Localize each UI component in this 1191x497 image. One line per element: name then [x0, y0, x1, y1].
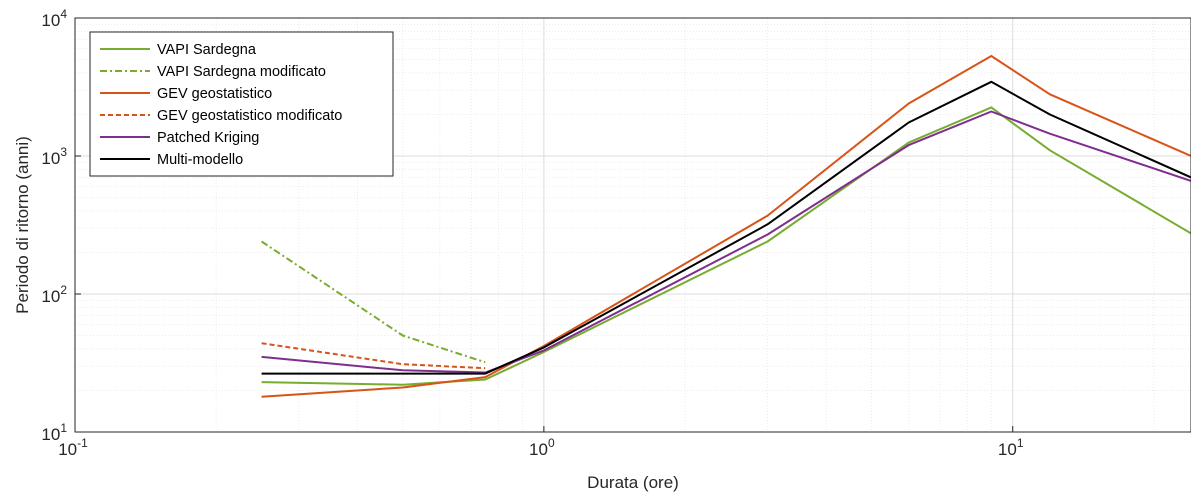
legend-label: GEV geostatistico — [157, 86, 272, 102]
series-group — [261, 55, 1191, 398]
x-axis-label: Durata (ore) — [587, 473, 679, 492]
legend: VAPI Sardegna VAPI Sardegna modificato GEV… — [89, 31, 394, 177]
series-line-2 — [261, 240, 486, 364]
legend-label: VAPI Sardegna modificato — [157, 64, 326, 80]
x-tick-label: 101 — [998, 436, 1024, 459]
series-line-1 — [261, 106, 1191, 386]
series-line-4 — [261, 342, 486, 370]
legend-label: GEV geostatistico modificato — [157, 108, 342, 124]
y-tick-label: 102 — [41, 283, 67, 306]
tick-labels: 10-1 100 101 101 102 103 104 — [41, 7, 1023, 459]
series-line-5 — [261, 110, 1191, 374]
axes-box — [74, 17, 1191, 433]
legend-label: Patched Kriging — [157, 130, 259, 146]
y-tick-label: 103 — [41, 145, 67, 168]
x-tick-label: 100 — [529, 436, 555, 459]
legend-label: VAPI Sardegna — [157, 42, 257, 58]
legend-label: Multi-modello — [157, 152, 243, 168]
series-line-3 — [261, 55, 1191, 398]
y-tick-label: 101 — [41, 421, 67, 444]
series-line-6 — [261, 80, 1191, 375]
grid — [74, 17, 1191, 433]
y-axis-label: Periodo di ritorno (anni) — [13, 136, 32, 314]
legend-box — [89, 31, 394, 177]
y-tick-label: 104 — [41, 7, 67, 30]
x-tick-label: 10-1 — [58, 436, 88, 459]
